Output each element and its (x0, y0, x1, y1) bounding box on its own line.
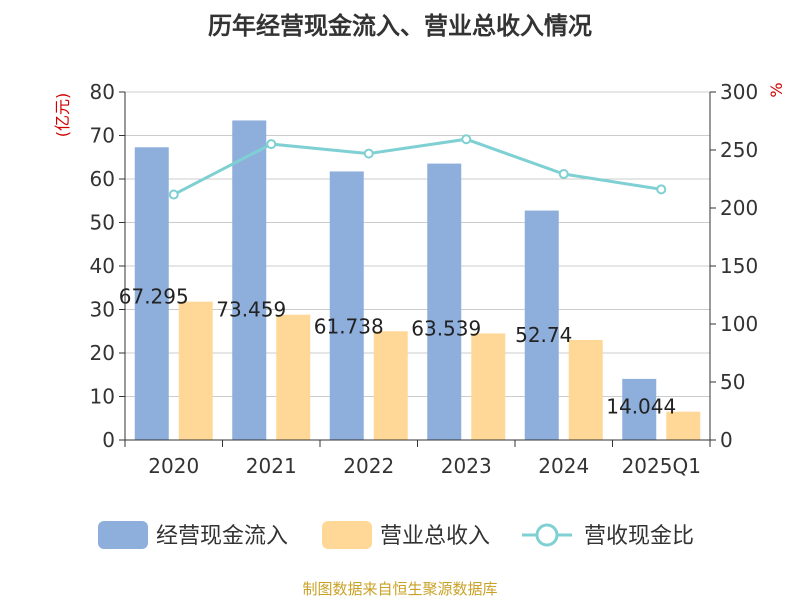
bar-series (134, 120, 701, 441)
line-point (363, 148, 374, 159)
right-axis-tick-label: 300 (720, 80, 758, 104)
data-label: 73.459 (216, 298, 286, 322)
left-axis-tick-label: 70 (90, 124, 115, 148)
right-axis-tick-label: 100 (720, 312, 758, 336)
bar-cash-inflow (329, 171, 364, 440)
legend-item: 经营现金流入 (98, 521, 288, 549)
data-label: 52.74 (515, 323, 572, 347)
bar-revenue (471, 333, 506, 440)
right-axis-tick-label: 0 (720, 428, 733, 452)
left-axis-tick-label: 10 (90, 385, 115, 409)
left-axis-unit: (亿元) (53, 93, 72, 138)
axes: 0 10 20 30 40 50 60 70 80 0 50 100 150 200 250 300 (亿元)%… (53, 80, 786, 478)
bar-cash-inflow (232, 120, 267, 441)
x-axis-tick-label: 2024 (538, 454, 589, 478)
line-ratio (173, 137, 662, 196)
right-axis-unit: % (767, 82, 786, 97)
source-note: 制图数据来自恒生聚源数据库 (302, 580, 498, 598)
left-axis-tick-label: 60 (90, 167, 115, 191)
x-axis-tick-label: 2021 (246, 454, 297, 478)
legend-swatch (98, 521, 148, 549)
line-point (266, 139, 277, 150)
left-axis-tick-label: 20 (90, 341, 115, 365)
grid-lines (125, 91, 710, 397)
left-axis-tick-label: 40 (90, 254, 115, 278)
bar-cash-inflow (134, 147, 169, 440)
legend-item: 营业总收入 (322, 521, 490, 549)
bar-revenue (373, 331, 408, 440)
legend-swatch-marker (535, 523, 559, 547)
left-axis-tick-label: 50 (90, 211, 115, 235)
left-axis-tick-label: 0 (102, 428, 115, 452)
bar-cash-inflow (622, 378, 657, 440)
data-label: 67.295 (119, 285, 189, 309)
x-axis-tick-label: 2025Q1 (622, 454, 701, 478)
left-axis-tick-label: 80 (90, 80, 115, 104)
legend-label: 营业总收入 (380, 524, 490, 549)
x-axis-tick-label: 2020 (148, 454, 199, 478)
bar-revenue (178, 301, 213, 440)
right-axis-tick-label: 200 (720, 196, 758, 220)
chart-title: 历年经营现金流入、营业总收入情况 (208, 12, 592, 40)
x-axis-tick-label: 2022 (343, 454, 394, 478)
bar-revenue (666, 411, 701, 440)
data-label: 14.044 (606, 395, 676, 419)
right-axis-tick-label: 150 (720, 254, 758, 278)
x-axis-tick-label: 2023 (441, 454, 492, 478)
legend-swatch (322, 521, 372, 549)
legend-label: 营收现金比 (584, 524, 694, 549)
bar-cash-inflow (524, 210, 559, 440)
line-series (168, 134, 667, 200)
data-label: 61.738 (314, 314, 384, 338)
bar-cash-inflow (427, 163, 462, 440)
data-label: 63.539 (411, 316, 481, 340)
right-axis-tick-label: 250 (720, 138, 758, 162)
data-labels: 67.295 73.459 61.738 63.539 52.74 14.044 (119, 285, 676, 419)
line-point (461, 134, 472, 145)
left-axis-tick-label: 30 (90, 298, 115, 322)
right-axis-tick-label: 50 (720, 370, 745, 394)
legend-item: 营收现金比 (522, 523, 694, 549)
legend-label: 经营现金流入 (156, 524, 288, 549)
line-point (168, 189, 179, 200)
legend: 经营现金流入 营业总收入 营收现金比 (98, 521, 694, 549)
bar-revenue (276, 314, 311, 440)
bar-revenue (568, 339, 603, 440)
line-point (656, 184, 667, 195)
line-point (558, 169, 569, 180)
